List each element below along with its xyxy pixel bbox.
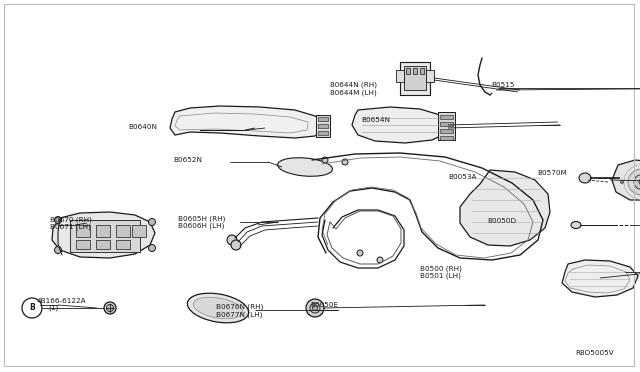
- Text: B0500 (RH): B0500 (RH): [420, 265, 461, 272]
- Text: B0671 (LH): B0671 (LH): [50, 224, 91, 230]
- Ellipse shape: [628, 169, 640, 195]
- Text: 80644M (LH): 80644M (LH): [330, 89, 376, 96]
- Text: B0652N: B0652N: [173, 157, 202, 163]
- Polygon shape: [400, 62, 430, 95]
- Polygon shape: [612, 160, 640, 200]
- Polygon shape: [440, 115, 453, 119]
- Polygon shape: [318, 117, 328, 121]
- Ellipse shape: [54, 247, 61, 253]
- Ellipse shape: [312, 305, 317, 311]
- Ellipse shape: [188, 293, 248, 323]
- Polygon shape: [352, 107, 448, 143]
- Text: B0640N: B0640N: [128, 124, 157, 130]
- Ellipse shape: [621, 180, 623, 183]
- Text: (1): (1): [48, 305, 58, 311]
- Text: B0050D: B0050D: [488, 218, 517, 224]
- Text: 80644N (RH): 80644N (RH): [330, 81, 376, 88]
- Polygon shape: [440, 129, 453, 133]
- Ellipse shape: [104, 302, 116, 314]
- Polygon shape: [76, 240, 90, 249]
- Polygon shape: [70, 220, 140, 252]
- Ellipse shape: [306, 299, 324, 317]
- Text: B0053A: B0053A: [448, 174, 477, 180]
- Polygon shape: [438, 112, 455, 140]
- Ellipse shape: [148, 218, 156, 225]
- Polygon shape: [132, 225, 146, 237]
- Ellipse shape: [322, 157, 328, 163]
- Ellipse shape: [278, 158, 332, 176]
- Polygon shape: [396, 70, 404, 82]
- Text: B0501 (LH): B0501 (LH): [420, 273, 461, 279]
- Polygon shape: [440, 136, 453, 140]
- Text: B0676N (RH): B0676N (RH): [216, 304, 264, 310]
- Ellipse shape: [634, 174, 640, 189]
- Text: B0677N (LH): B0677N (LH): [216, 311, 262, 318]
- Polygon shape: [96, 240, 110, 249]
- Ellipse shape: [639, 179, 640, 185]
- Text: R8O5005V: R8O5005V: [575, 350, 614, 356]
- Ellipse shape: [148, 244, 156, 251]
- Ellipse shape: [310, 303, 320, 313]
- Polygon shape: [562, 260, 638, 297]
- Polygon shape: [52, 212, 155, 258]
- Text: B0515: B0515: [492, 82, 515, 88]
- Polygon shape: [318, 124, 328, 128]
- Ellipse shape: [54, 217, 61, 224]
- Ellipse shape: [571, 221, 581, 228]
- Ellipse shape: [377, 257, 383, 263]
- Polygon shape: [413, 68, 417, 74]
- Ellipse shape: [231, 240, 241, 250]
- Text: B0606H (LH): B0606H (LH): [178, 223, 224, 230]
- Ellipse shape: [579, 173, 591, 183]
- Ellipse shape: [227, 235, 237, 245]
- Polygon shape: [318, 131, 328, 135]
- Polygon shape: [170, 106, 325, 138]
- Polygon shape: [116, 240, 130, 249]
- Polygon shape: [406, 68, 410, 74]
- Text: B0654N: B0654N: [361, 117, 390, 123]
- Ellipse shape: [193, 297, 243, 319]
- Polygon shape: [316, 115, 330, 137]
- Ellipse shape: [357, 250, 363, 256]
- Text: B0570M: B0570M: [538, 170, 567, 176]
- Polygon shape: [426, 70, 434, 82]
- Polygon shape: [440, 122, 453, 126]
- Text: B0670 (RH): B0670 (RH): [50, 216, 92, 223]
- Polygon shape: [96, 225, 110, 237]
- Text: 4B166-6122A: 4B166-6122A: [37, 298, 87, 304]
- Text: B: B: [29, 304, 35, 312]
- Polygon shape: [76, 225, 90, 237]
- Polygon shape: [404, 66, 426, 90]
- Ellipse shape: [106, 305, 113, 311]
- Text: B0605H (RH): B0605H (RH): [178, 215, 225, 222]
- Text: B0050E: B0050E: [310, 302, 338, 308]
- Ellipse shape: [342, 159, 348, 165]
- Polygon shape: [116, 225, 130, 237]
- Polygon shape: [420, 68, 424, 74]
- Polygon shape: [460, 170, 550, 246]
